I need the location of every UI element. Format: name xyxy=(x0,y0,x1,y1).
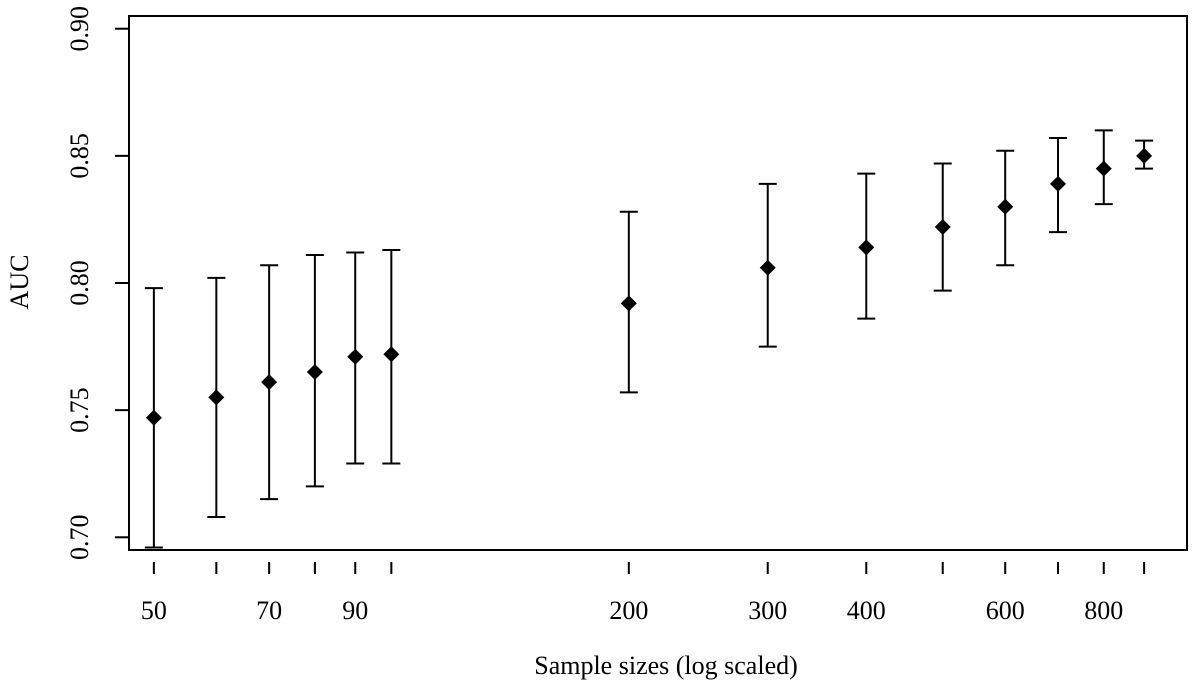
y-tick-label: 0.85 xyxy=(65,133,94,179)
x-tick-label: 600 xyxy=(986,596,1025,625)
plot-area xyxy=(144,129,1154,549)
data-point-marker xyxy=(208,389,225,406)
y-tick-label: 0.70 xyxy=(65,515,94,561)
data-point-marker xyxy=(383,346,400,363)
plot-frame xyxy=(128,15,1188,551)
y-axis-label: AUC xyxy=(5,255,34,310)
error-bar-point xyxy=(1094,129,1113,206)
y-tick-label: 0.90 xyxy=(65,6,94,52)
data-point-marker xyxy=(934,219,951,236)
x-tick-label: 90 xyxy=(342,596,368,625)
data-point-marker xyxy=(1050,175,1067,192)
data-point-marker xyxy=(347,348,364,365)
error-bar-point xyxy=(1135,139,1154,170)
error-bar-point xyxy=(619,210,638,394)
data-point-marker xyxy=(1136,147,1153,164)
error-bar-point xyxy=(1049,137,1068,234)
x-tick-label: 50 xyxy=(141,596,167,625)
data-point-marker xyxy=(306,364,323,380)
x-tick-label: 70 xyxy=(256,596,282,625)
error-bar-point xyxy=(857,172,876,320)
error-bar-point xyxy=(346,251,365,465)
data-point-marker xyxy=(858,239,875,256)
data-point-marker xyxy=(1095,160,1112,177)
data-point-marker xyxy=(759,259,776,276)
error-bar-point xyxy=(260,264,279,501)
x-tick-label: 400 xyxy=(847,596,886,625)
x-axis-label: Sample sizes (log scaled) xyxy=(534,651,798,680)
error-bar-point xyxy=(996,149,1015,267)
data-point-marker xyxy=(145,409,162,426)
data-point-marker xyxy=(261,374,278,391)
y-tick-label: 0.80 xyxy=(65,260,94,306)
error-bar-point xyxy=(933,162,952,292)
data-point-marker xyxy=(997,198,1014,215)
x-axis: 50 70 90 200 300 400 600 800 xyxy=(141,562,1146,625)
x-tick-label: 300 xyxy=(748,596,787,625)
data-point-marker xyxy=(620,295,637,312)
y-tick-label: 0.75 xyxy=(65,387,94,433)
error-bar-point xyxy=(144,287,163,549)
y-axis: 0.70 0.75 0.80 0.85 0.90 xyxy=(65,6,129,560)
x-tick-label: 800 xyxy=(1084,596,1123,625)
error-bar-point xyxy=(207,276,226,518)
x-tick-label: 200 xyxy=(609,596,648,625)
error-bar-point xyxy=(382,248,401,465)
error-bar-point xyxy=(305,254,324,488)
error-bar-point xyxy=(758,182,777,348)
